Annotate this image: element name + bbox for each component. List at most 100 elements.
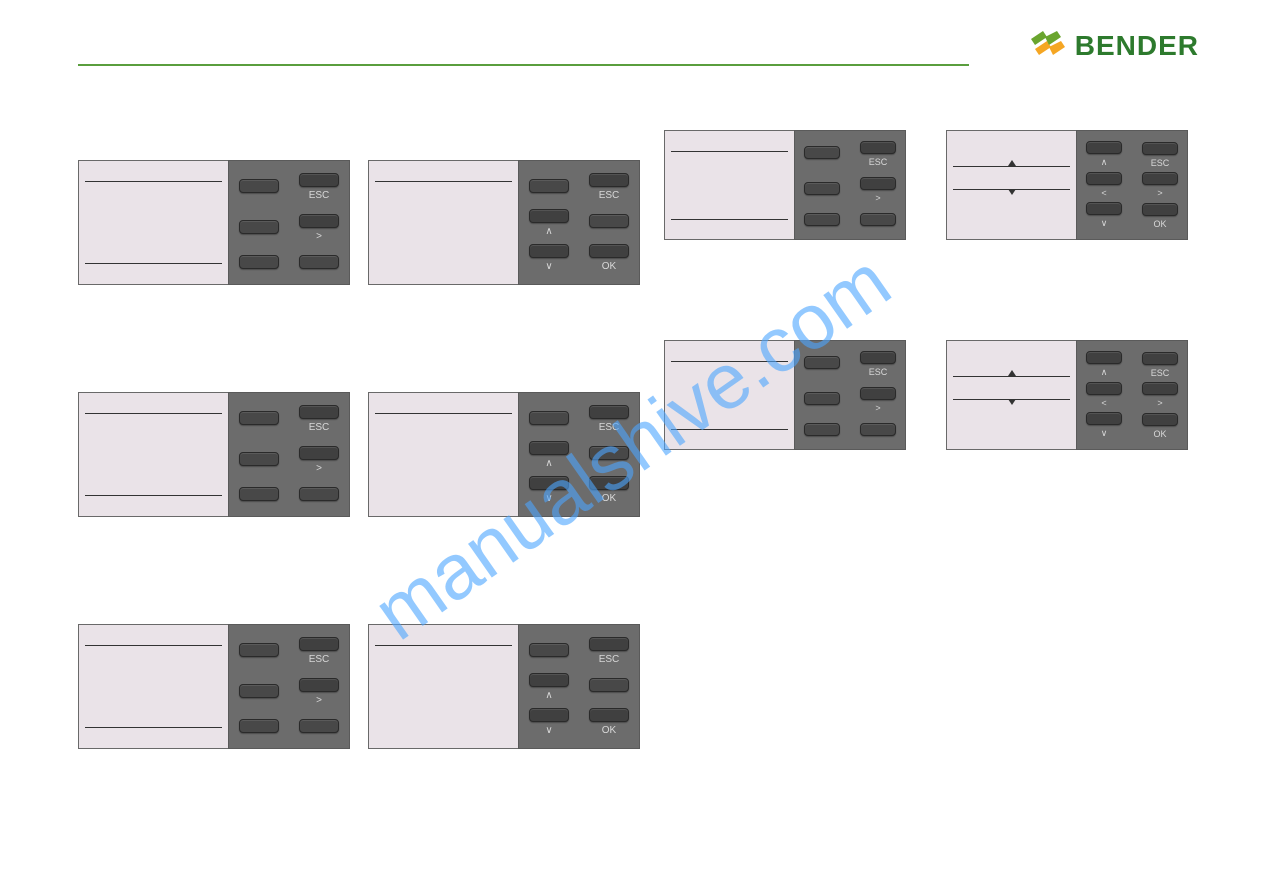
button-slot: ∨ (1086, 412, 1122, 439)
button-row: > (804, 387, 896, 413)
button-row: ∧ (529, 209, 629, 237)
lcd-screen (368, 624, 518, 749)
key-sym[interactable] (1142, 172, 1178, 185)
key-sym[interactable] (860, 177, 896, 190)
key-sym[interactable] (529, 673, 569, 687)
key-label: ESC (860, 157, 896, 167)
key-label: ESC (299, 654, 339, 665)
key-sym[interactable] (1086, 141, 1122, 154)
key-label: ∨ (529, 725, 569, 736)
button-row: > (804, 177, 896, 203)
key-blank (529, 179, 569, 193)
key-esc[interactable] (589, 173, 629, 187)
button-row: ESC (529, 173, 629, 201)
key-sym[interactable] (529, 708, 569, 722)
key-label: OK (589, 261, 629, 272)
keypad: ∧ESC<>∨OK (1076, 130, 1188, 240)
device-grid: ESC>ESC∧∨OKESC>∧ESC<>∨OKESC>ESC∧∨OKESC>∧… (78, 130, 1199, 853)
key-ok[interactable] (1142, 413, 1178, 426)
key-esc[interactable] (299, 405, 339, 419)
key-sym[interactable] (1086, 382, 1122, 395)
button-slot (804, 182, 840, 198)
button-slot (589, 678, 629, 695)
key-esc[interactable] (589, 405, 629, 419)
key-ok[interactable] (589, 708, 629, 722)
device-panel: ESC ∧ ∨OK (368, 392, 640, 517)
key-blank (239, 255, 279, 269)
button-slot: ESC (1142, 352, 1178, 378)
button-row: ESC (239, 405, 339, 433)
key-esc[interactable] (860, 141, 896, 154)
button-slot: < (1086, 172, 1122, 198)
key-esc[interactable] (860, 351, 896, 364)
button-slot: ESC (589, 637, 629, 665)
button-slot: < (1086, 382, 1122, 408)
key-sym[interactable] (529, 209, 569, 223)
button-row: ∧ (529, 441, 629, 469)
key-label: ∧ (1086, 367, 1122, 378)
button-row (239, 255, 339, 272)
key-blank (239, 220, 279, 234)
button-slot (239, 452, 279, 469)
key-label: ESC (1142, 158, 1178, 168)
key-esc[interactable] (299, 637, 339, 651)
key-label: ESC (299, 190, 339, 201)
key-blank (589, 446, 629, 460)
key-ok[interactable] (589, 476, 629, 490)
key-blank (239, 643, 279, 657)
button-slot (589, 214, 629, 231)
key-esc[interactable] (1142, 352, 1178, 365)
key-sym[interactable] (529, 441, 569, 455)
keypad: ESC > (794, 130, 906, 240)
key-blank (299, 719, 339, 733)
key-sym[interactable] (860, 387, 896, 400)
key-esc[interactable] (589, 637, 629, 651)
button-slot: > (299, 214, 339, 242)
button-slot: OK (589, 476, 629, 504)
key-sym[interactable] (529, 244, 569, 258)
button-slot: ∨ (529, 244, 569, 272)
key-sym[interactable] (1086, 351, 1122, 364)
key-label: OK (589, 725, 629, 736)
button-row: ∧ (529, 673, 629, 701)
key-esc[interactable] (1142, 142, 1178, 155)
key-label: > (299, 231, 339, 242)
key-blank (804, 392, 840, 405)
key-label: > (860, 193, 896, 203)
down-indicator-icon (1008, 399, 1016, 405)
key-ok[interactable] (589, 244, 629, 258)
button-slot: ∨ (529, 708, 569, 736)
key-blank (804, 213, 840, 226)
lcd-divider (953, 376, 1070, 377)
key-sym[interactable] (299, 214, 339, 228)
button-slot: ∧ (529, 673, 569, 701)
key-sym[interactable] (299, 446, 339, 460)
button-slot (804, 423, 840, 439)
key-sym[interactable] (1086, 412, 1122, 425)
key-sym[interactable] (1142, 382, 1178, 395)
up-indicator-icon (1008, 370, 1016, 376)
key-label: ESC (1142, 368, 1178, 378)
button-row: <> (1086, 172, 1178, 198)
key-label: ESC (589, 190, 629, 201)
button-slot: ∧ (1086, 141, 1122, 168)
key-sym[interactable] (1086, 202, 1122, 215)
button-row: ∨OK (529, 476, 629, 504)
lcd-divider (953, 166, 1070, 167)
key-ok[interactable] (1142, 203, 1178, 216)
button-slot (589, 446, 629, 463)
brand-name: BENDER (1075, 30, 1199, 62)
button-slot (804, 213, 840, 229)
button-row: ∧ ESC (1086, 141, 1178, 168)
key-blank (529, 411, 569, 425)
device-panel: ESC ∧ ∨ OK (368, 624, 640, 749)
button-row: > (239, 214, 339, 242)
lcd-divider (85, 181, 222, 182)
key-esc[interactable] (299, 173, 339, 187)
keypad: ESC ∧ ∨ OK (518, 624, 640, 749)
button-slot: ∨ (1086, 202, 1122, 229)
button-slot: ESC (589, 405, 629, 433)
key-sym[interactable] (299, 678, 339, 692)
key-sym[interactable] (1086, 172, 1122, 185)
key-sym[interactable] (529, 476, 569, 490)
